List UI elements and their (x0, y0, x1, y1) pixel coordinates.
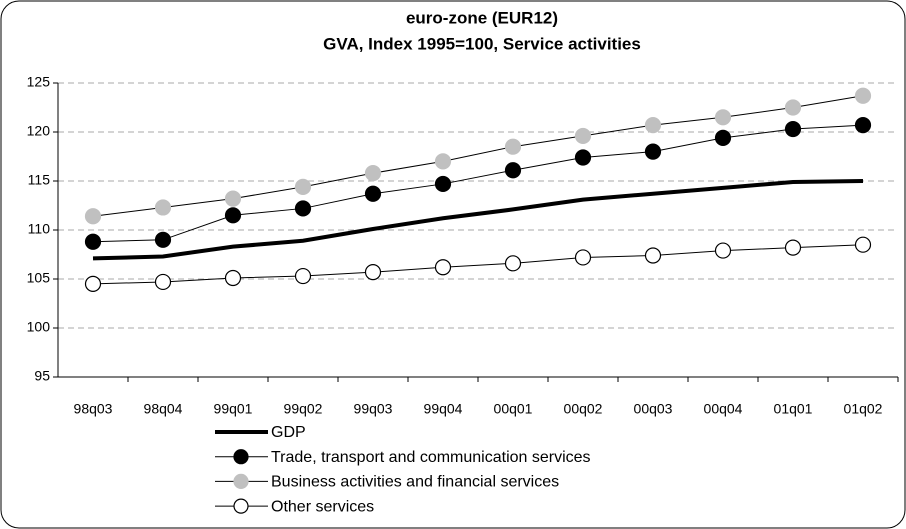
series-marker (84, 233, 102, 250)
series-marker (854, 236, 872, 253)
x-tick-label: 01q02 (844, 401, 883, 417)
legend-label: Business activities and financial servic… (271, 474, 559, 491)
series-marker (434, 153, 452, 170)
series-marker (574, 127, 592, 145)
y-tick-label: 115 (28, 172, 51, 188)
series-marker (364, 264, 382, 281)
series-marker (224, 269, 242, 287)
legend-label: Trade, transport and communication servi… (271, 449, 591, 466)
series-line (92, 179, 864, 261)
series-line (92, 244, 864, 285)
series-marker (154, 231, 172, 248)
series-marker (784, 99, 802, 116)
series-marker (644, 117, 662, 134)
series-marker (784, 239, 802, 256)
x-tick-label: 99q01 (214, 401, 253, 417)
series-marker (504, 162, 522, 179)
series-line (92, 95, 864, 217)
y-tick-label: 100 (27, 319, 51, 335)
x-tick-label: 99q04 (424, 401, 463, 417)
x-tick-label: 01q01 (774, 401, 813, 417)
x-tick-label: 99q03 (354, 401, 393, 417)
x-tick-label: 98q03 (74, 401, 113, 417)
x-tick-label: 00q02 (564, 401, 603, 417)
x-tick-label: 00q01 (494, 401, 533, 417)
legend-label: GDP (271, 424, 306, 441)
series-marker (504, 255, 522, 272)
series-line (92, 124, 864, 243)
legend-label: Other services (271, 498, 374, 515)
series-marker (714, 242, 732, 259)
series-marker (784, 120, 802, 138)
x-tick-label: 99q02 (284, 401, 323, 417)
series-marker (294, 178, 312, 195)
y-tick-label: 120 (27, 123, 51, 139)
series-marker (714, 109, 732, 126)
series-marker (854, 87, 872, 104)
series-marker (434, 175, 452, 193)
legend-marker (233, 473, 249, 489)
series-marker (224, 190, 242, 207)
series-marker (294, 267, 312, 285)
series-marker (84, 208, 102, 225)
legend-marker (233, 449, 249, 465)
series-marker (644, 143, 662, 160)
chart-subtitle: GVA, Index 1995=100, Service activities (323, 34, 641, 53)
series-marker (154, 273, 172, 291)
y-tick-label: 105 (27, 270, 51, 286)
series-marker (574, 249, 592, 266)
series-marker (434, 259, 452, 276)
y-tick-label: 95 (34, 368, 50, 384)
series-marker (294, 200, 312, 217)
series-marker (644, 247, 662, 264)
series-marker (574, 149, 592, 166)
series-marker (504, 138, 522, 155)
series-marker (364, 185, 382, 202)
series-marker (364, 165, 382, 182)
series-marker (84, 275, 102, 292)
series-marker (854, 117, 872, 134)
y-tick-label: 125 (27, 74, 51, 90)
series-marker (224, 207, 242, 224)
y-tick-label: 110 (28, 221, 51, 237)
legend-marker (233, 498, 249, 514)
chart-title: euro-zone (EUR12) (406, 8, 558, 27)
x-tick-label: 98q04 (144, 401, 183, 417)
x-tick-label: 00q04 (704, 401, 743, 417)
series-marker (154, 199, 172, 216)
series-marker (714, 129, 732, 146)
x-tick-label: 00q03 (634, 401, 673, 417)
